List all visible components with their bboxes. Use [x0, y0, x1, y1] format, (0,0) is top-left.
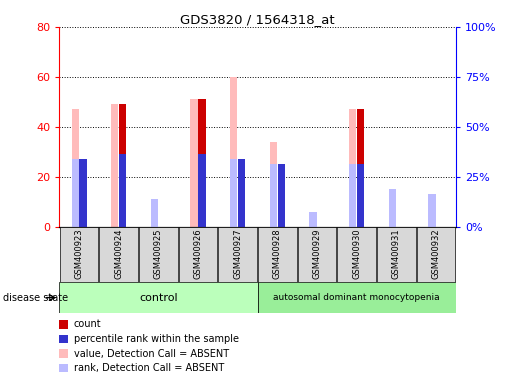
Bar: [230, 159, 237, 227]
Text: GSM400927: GSM400927: [233, 228, 242, 279]
Text: GSM400932: GSM400932: [432, 228, 440, 279]
Text: rank, Detection Call = ABSENT: rank, Detection Call = ABSENT: [74, 363, 224, 373]
Bar: [60, 227, 98, 282]
Text: autosomal dominant monocytopenia: autosomal dominant monocytopenia: [273, 293, 440, 302]
Text: GSM400926: GSM400926: [194, 228, 202, 279]
Bar: [298, 227, 336, 282]
Bar: [72, 159, 79, 227]
Text: percentile rank within the sample: percentile rank within the sample: [74, 334, 238, 344]
Bar: [198, 154, 205, 227]
Bar: [59, 282, 258, 313]
Text: GSM400930: GSM400930: [352, 228, 361, 279]
Bar: [310, 212, 317, 227]
Text: GSM400928: GSM400928: [273, 228, 282, 279]
Text: GSM400923: GSM400923: [75, 228, 83, 279]
Bar: [179, 227, 217, 282]
Bar: [389, 189, 396, 227]
Bar: [270, 142, 277, 227]
Bar: [357, 164, 364, 227]
Bar: [337, 227, 376, 282]
Bar: [119, 154, 126, 227]
Bar: [151, 199, 158, 227]
Bar: [428, 194, 436, 227]
Bar: [270, 164, 277, 227]
Bar: [278, 164, 285, 227]
Bar: [218, 227, 257, 282]
Bar: [119, 104, 126, 227]
Text: count: count: [74, 319, 101, 329]
Bar: [111, 104, 118, 227]
Bar: [191, 99, 198, 227]
Text: GSM400924: GSM400924: [114, 228, 123, 279]
Bar: [428, 194, 436, 227]
Bar: [99, 227, 138, 282]
Text: control: control: [139, 293, 178, 303]
Bar: [258, 227, 297, 282]
Bar: [389, 189, 396, 227]
Bar: [310, 212, 317, 227]
Text: value, Detection Call = ABSENT: value, Detection Call = ABSENT: [74, 349, 229, 359]
Text: GSM400929: GSM400929: [313, 228, 321, 279]
Bar: [349, 109, 356, 227]
Bar: [417, 227, 455, 282]
Text: GSM400925: GSM400925: [154, 228, 163, 279]
Bar: [238, 159, 245, 227]
Bar: [357, 109, 364, 227]
Bar: [377, 227, 416, 282]
Text: GSM400931: GSM400931: [392, 228, 401, 279]
Text: disease state: disease state: [3, 293, 67, 303]
Title: GDS3820 / 1564318_at: GDS3820 / 1564318_at: [180, 13, 335, 26]
Bar: [79, 159, 87, 227]
Bar: [72, 109, 79, 227]
Bar: [258, 282, 456, 313]
Bar: [151, 199, 158, 227]
Bar: [230, 77, 237, 227]
Bar: [139, 227, 178, 282]
Bar: [349, 164, 356, 227]
Bar: [198, 99, 205, 227]
